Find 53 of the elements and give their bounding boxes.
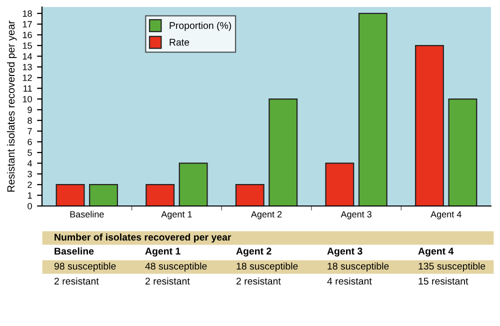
- bar: [448, 98, 478, 206]
- y-tick-label: 7: [28, 128, 32, 134]
- y-tick-label: 12: [22, 74, 32, 81]
- y-tick-label: 10: [22, 96, 32, 102]
- text: 48 susceptible: [145, 262, 207, 272]
- y-tick-label: 1: [28, 192, 32, 199]
- y-axis-title: Resistant isolates recovered per year: [6, 20, 17, 192]
- bar: [146, 184, 175, 206]
- legend-label: Proportion (%): [170, 22, 232, 31]
- y-tick-label: 2: [28, 182, 32, 188]
- text: Agent 2: [236, 248, 272, 257]
- text: 98 susceptible: [54, 262, 116, 272]
- x-tick-label: Agent 3: [340, 211, 372, 220]
- text: Baseline: [54, 247, 94, 255]
- text: 2 resistant: [236, 277, 281, 285]
- y-tick-label: 17: [22, 21, 32, 28]
- bar: [268, 98, 298, 206]
- y-tick-label: 3: [28, 170, 32, 178]
- text: 2 resistant: [145, 277, 190, 285]
- text: 18 susceptible: [328, 262, 389, 272]
- text: Agent 4: [418, 248, 454, 257]
- legend-label: Rate: [170, 38, 190, 46]
- y-tick-label: 5: [28, 150, 32, 156]
- bar: [415, 44, 444, 206]
- y-tick-label: 14: [22, 53, 32, 60]
- bar: [358, 12, 388, 206]
- y-tick-label: 15: [22, 42, 32, 49]
- text: 135 susceptible: [418, 262, 486, 272]
- text: Agent 1: [145, 248, 180, 257]
- y-tick-label: 13: [22, 64, 32, 70]
- bar: [178, 162, 208, 206]
- text: Number of isolates recovered per year: [54, 233, 232, 243]
- y-tick-label: 18: [22, 10, 32, 17]
- text: 2 resistant: [54, 277, 99, 285]
- bar: [56, 184, 85, 206]
- text: 18 susceptible: [236, 262, 298, 272]
- y-tick-label: 8: [28, 117, 32, 124]
- y-tick-label: 9: [28, 106, 32, 114]
- bar: [235, 184, 264, 206]
- y-tick-label: 4: [27, 160, 32, 166]
- x-tick-label: Agent 2: [250, 211, 282, 220]
- bar: [325, 162, 354, 206]
- bar: [89, 184, 118, 206]
- y-tick-label: 16: [22, 32, 32, 38]
- text: Agent 3: [327, 248, 362, 257]
- x-tick-label: Agent 4: [430, 211, 462, 220]
- y-tick-label: 6: [28, 138, 32, 146]
- y-tick-label: 0: [28, 202, 32, 210]
- x-tick-label: Agent 1: [161, 211, 192, 220]
- x-tick-label: Baseline: [70, 210, 104, 218]
- text: 4 resistant: [327, 277, 372, 285]
- text: 15 resistant: [418, 277, 468, 285]
- y-tick-label: 11: [24, 85, 32, 92]
